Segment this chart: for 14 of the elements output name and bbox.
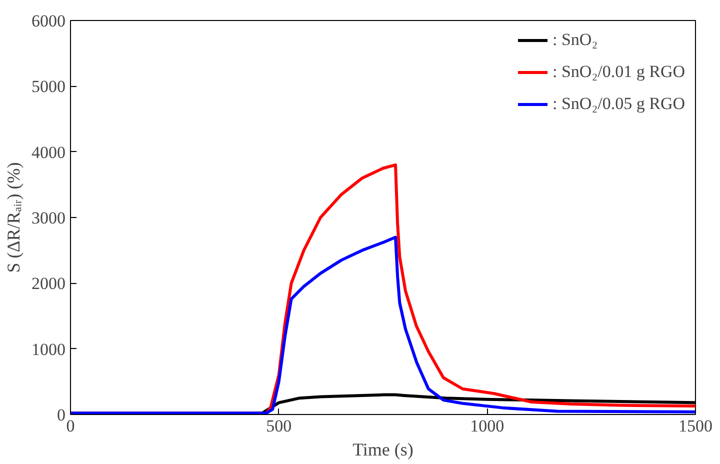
y-tick-label: 5000 [32,77,66,96]
legend-label: : SnO₂ [552,30,598,50]
x-tick-label: 1500 [678,416,712,436]
legend-label: : SnO₂/0.01 g RGO [552,62,685,82]
y-axis-title: S (ΔR/Rₐᵢᵣ) (%) [4,162,24,273]
y-tick-label: 3000 [32,208,66,228]
y-tick-label: 1000 [32,340,66,359]
x-axis-title: Time (s) [352,440,414,460]
y-tick-label: 4000 [32,142,66,162]
y-tick-label: 2000 [32,274,66,294]
y-tick-label: 6000 [32,12,66,30]
x-tick-label: 500 [266,416,292,436]
legend-label: : SnO₂/0.05 g RGO [552,94,685,114]
x-tick-label: 1000 [470,416,504,436]
